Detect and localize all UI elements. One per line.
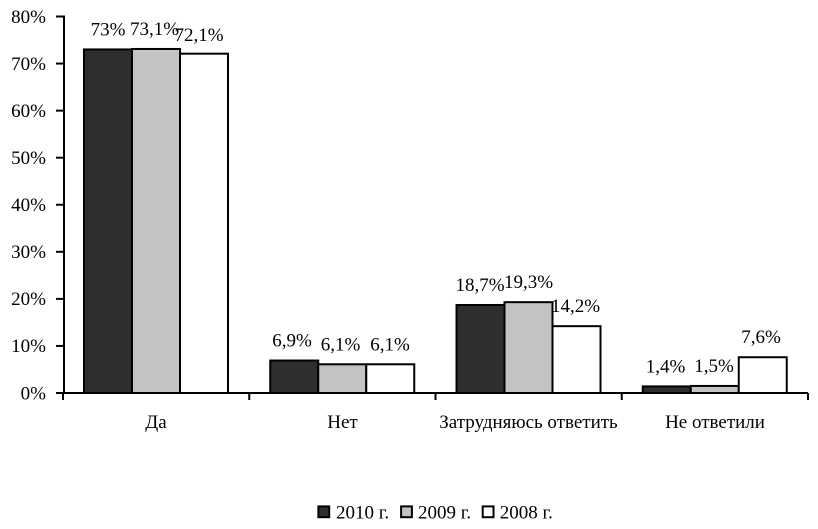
svg-text:2009 г.: 2009 г. xyxy=(418,503,471,524)
svg-text:Нет: Нет xyxy=(327,412,358,433)
svg-text:73,1%: 73,1% xyxy=(130,19,179,40)
svg-text:Не ответили: Не ответили xyxy=(665,412,765,433)
svg-text:0%: 0% xyxy=(21,383,47,404)
svg-text:7,6%: 7,6% xyxy=(741,327,781,348)
svg-text:70%: 70% xyxy=(11,54,46,75)
svg-text:30%: 30% xyxy=(11,242,46,263)
svg-text:80%: 80% xyxy=(11,7,46,28)
svg-text:1,5%: 1,5% xyxy=(694,356,734,377)
svg-text:Затрудняюсь ответить: Затрудняюсь ответить xyxy=(439,412,618,433)
svg-text:10%: 10% xyxy=(11,336,46,357)
svg-text:20%: 20% xyxy=(11,289,46,310)
svg-text:6,9%: 6,9% xyxy=(272,331,312,352)
svg-text:72,1%: 72,1% xyxy=(174,25,223,46)
svg-text:73%: 73% xyxy=(91,19,126,40)
svg-text:Да: Да xyxy=(145,412,167,433)
svg-text:2008 г.: 2008 г. xyxy=(500,503,553,524)
svg-text:6,1%: 6,1% xyxy=(370,334,410,355)
svg-text:40%: 40% xyxy=(11,195,46,216)
svg-text:50%: 50% xyxy=(11,148,46,169)
svg-text:14,2%: 14,2% xyxy=(551,296,600,317)
svg-text:2010 г.: 2010 г. xyxy=(336,503,389,524)
svg-text:6,1%: 6,1% xyxy=(321,334,361,355)
svg-text:1,4%: 1,4% xyxy=(646,356,686,377)
svg-text:60%: 60% xyxy=(11,101,46,122)
svg-text:19,3%: 19,3% xyxy=(504,272,553,293)
svg-text:18,7%: 18,7% xyxy=(455,275,504,296)
